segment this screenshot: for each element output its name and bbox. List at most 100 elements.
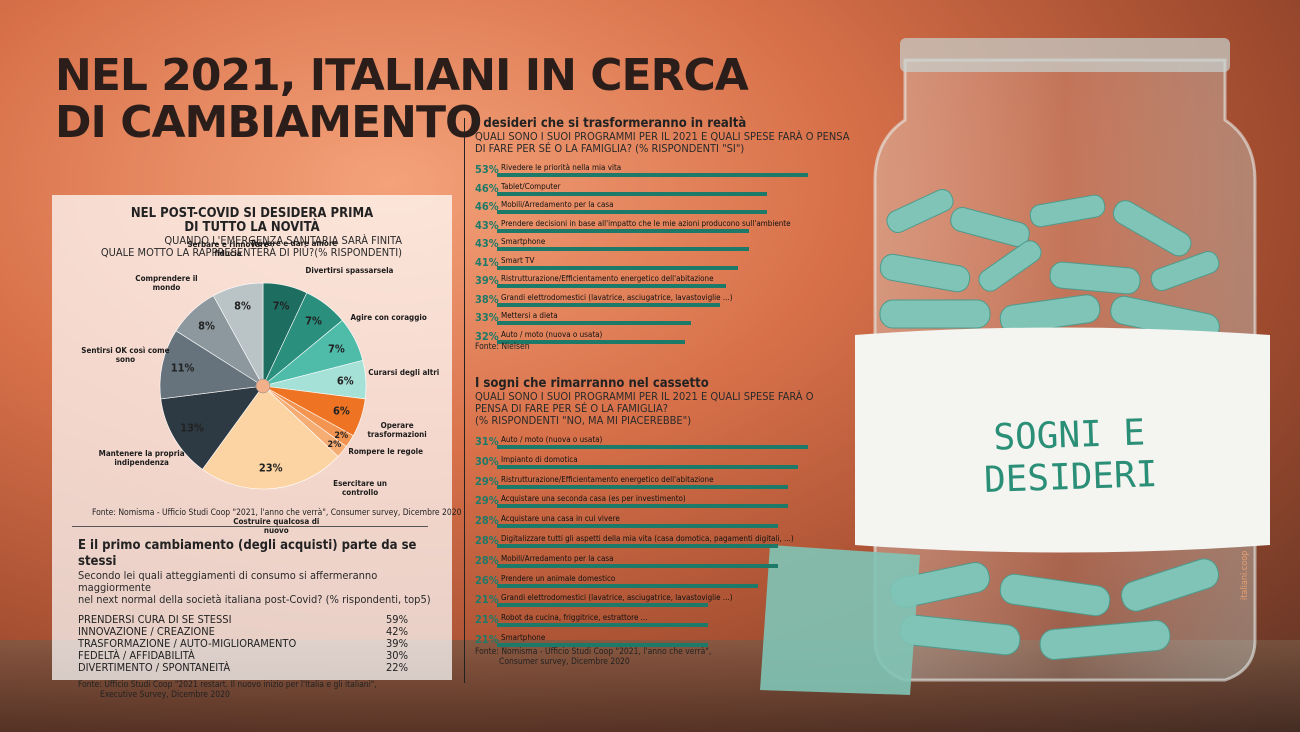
pie-center	[255, 378, 271, 394]
pie-value-label: 6%	[336, 374, 354, 388]
pie-subtitle: QUANDO L'EMERGENZA SANITARIA SARÀ FINITA	[164, 234, 402, 247]
table-row: INNOVAZIONE / CREAZIONE 42%	[78, 626, 408, 638]
table-cell: PRENDERSI CURA DI SE STESSI	[78, 613, 232, 626]
bar	[497, 583, 758, 588]
bar-title: I sogni che rimarranno nel cassetto	[475, 376, 709, 391]
bar-value-label: 33%	[475, 311, 499, 324]
bar-value-label: 21%	[475, 593, 499, 607]
bar	[497, 643, 708, 647]
main-title: NEL 2021, ITALIANI IN CERCA DI CAMBIAMEN…	[55, 50, 749, 148]
pie-title: NEL POST-COVID SI DESIDERA PRIMA	[130, 206, 374, 221]
bar	[497, 265, 738, 270]
table-cell: 22%	[386, 661, 408, 674]
pie-value-label: 23%	[258, 461, 283, 475]
bar-category-label: Acquistare una seconda casa (es per inve…	[501, 494, 686, 504]
pie-value-label: 2%	[327, 440, 342, 451]
pie-source: Fonte: Nomisma - Ufficio Studi Coop "202…	[92, 508, 462, 518]
title-line: DI CAMBIAMENTO	[55, 97, 482, 148]
bar-value-label: 28%	[475, 553, 499, 567]
table-source: Fonte: Ufficio Studi Coop "2021 restart.…	[78, 680, 438, 700]
bar-subtitle: QUALI SONO I SUOI PROGRAMMI PER IL 2021 …	[475, 390, 814, 403]
bar	[497, 563, 778, 568]
bar-chart: I desideri che si trasformeranno in real…	[475, 116, 855, 352]
pie-value-label: 11%	[170, 361, 195, 375]
table-row: PRENDERSI CURA DI SE STESSI 59%	[78, 614, 408, 626]
table-subtitle: nel next normal della società italiana p…	[78, 593, 431, 606]
title-line: NEL 2021, ITALIANI IN CERCA	[55, 50, 749, 101]
table-row: FEDELTÀ / AFFIDABILITÀ 30%	[78, 650, 408, 662]
bar-value-label: 53%	[475, 163, 499, 176]
bar	[497, 173, 808, 177]
bar-source: Fonte: Nomisma - Ufficio Studi Coop "202…	[475, 647, 855, 667]
bar-source: Fonte: Nielsen	[475, 342, 855, 352]
pie-header: NEL POST-COVID SI DESIDERA PRIMA DI TUTT…	[52, 207, 452, 259]
pie-value-label: 2%	[334, 430, 349, 441]
pie-value-label: 8%	[234, 299, 251, 313]
bar-category-label: Mettersi a dieta	[501, 311, 558, 320]
source-line: Fonte: Ufficio Studi Coop "2021 restart.…	[78, 680, 377, 690]
pie-value-label: 7%	[328, 342, 345, 356]
bar-category-label: Smartphone	[501, 237, 546, 246]
pie-category-label: Rompere le regole	[348, 446, 424, 456]
bar-value-label: 43%	[475, 218, 499, 232]
pie-slice	[212, 282, 264, 387]
bar-category-label: Auto / moto (nuova o usata)	[501, 435, 603, 444]
table-cell: 30%	[386, 649, 408, 662]
bar-value-label: 21%	[475, 613, 499, 627]
bar-category-label: Smartphone	[501, 633, 546, 642]
bar-value-label: 43%	[475, 237, 499, 250]
pie-category-label: Agire con coraggio	[350, 312, 427, 322]
source-line: Consumer survey, Dicembre 2020	[499, 656, 630, 667]
table-cell: INNOVAZIONE / CREAZIONE	[78, 625, 215, 638]
bar-category-label: Robot da cucina, friggitrice, estrattore…	[501, 613, 648, 623]
pie-value-label: 7%	[272, 299, 290, 313]
source-line: Executive Survey, Dicembre 2020	[100, 690, 230, 700]
bar	[497, 302, 720, 307]
bar-value-label: 38%	[475, 292, 499, 306]
bar-category-label: Grandi elettrodomestici (lavatrice, asci…	[501, 593, 733, 603]
bar-value-label: 39%	[475, 274, 499, 287]
bar	[497, 210, 767, 214]
bar-value-label: 32%	[475, 329, 499, 343]
table-rows: PRENDERSI CURA DI SE STESSI 59% INNOVAZION…	[78, 614, 408, 674]
bar-value-label: 28%	[475, 534, 499, 547]
pie-category-label: Esercitare un controllo	[333, 479, 388, 498]
table-title: E il primo cambiamento (degli acquisti) …	[78, 538, 417, 569]
bar-category-label: Rivedere le priorità nella mia vita	[501, 163, 622, 172]
bar-subtitle: DI FARE PER SÉ O LA FAMIGLIA? (% RISPOND…	[475, 142, 745, 155]
table-row: TRASFORMAZIONE / AUTO-MIGLIORAMENTO 39%	[78, 638, 408, 650]
pie-category-label: Sentirsi OK così come sono	[81, 346, 170, 365]
bar-value-label: 28%	[475, 514, 499, 528]
bar	[497, 228, 750, 233]
bar-value-label: 29%	[475, 494, 499, 508]
bar-value-label: 46%	[475, 200, 499, 213]
pie-category-label: Serbare e rinnovare fiducia	[187, 240, 269, 259]
bar-value-label: 41%	[475, 255, 499, 269]
table-cell: 42%	[386, 625, 408, 638]
pie-value-label: 13%	[180, 421, 204, 435]
table-cell: TRASFORMAZIONE / AUTO-MIGLIORAMENTO	[78, 637, 297, 650]
table-cell: 39%	[386, 637, 408, 650]
bar-chart: I sogni che rimarranno nel cassetto QUALI…	[475, 376, 855, 667]
bar	[497, 603, 708, 608]
divider	[72, 526, 428, 527]
bar-category-label: Acquistare una casa in cui vivere	[501, 514, 620, 524]
table: E il primo cambiamento (degli acquisti) …	[78, 538, 438, 700]
bar	[497, 321, 691, 325]
pie-value-label: 7%	[305, 314, 322, 328]
source-line: Fonte: Nielsen	[475, 342, 530, 352]
bar-category-label: Ristrutturazione/Efficientamento energet…	[501, 474, 714, 484]
table-cell: FEDELTÀ / AFFIDABILITÀ	[78, 649, 195, 662]
bar-value-label: 30%	[475, 454, 499, 468]
pie-slice	[202, 385, 339, 490]
bar-category-label: Prendere decisioni in base all'impatto c…	[501, 218, 791, 228]
bar	[497, 339, 685, 344]
bar-category-label: Mobili/Arredamento per la casa	[501, 553, 614, 563]
bar-value-label: 26%	[475, 573, 499, 587]
pie-category-label: Operare trasformazioni	[367, 420, 427, 439]
bar	[497, 484, 788, 489]
bar	[497, 445, 808, 449]
bar	[497, 191, 767, 196]
